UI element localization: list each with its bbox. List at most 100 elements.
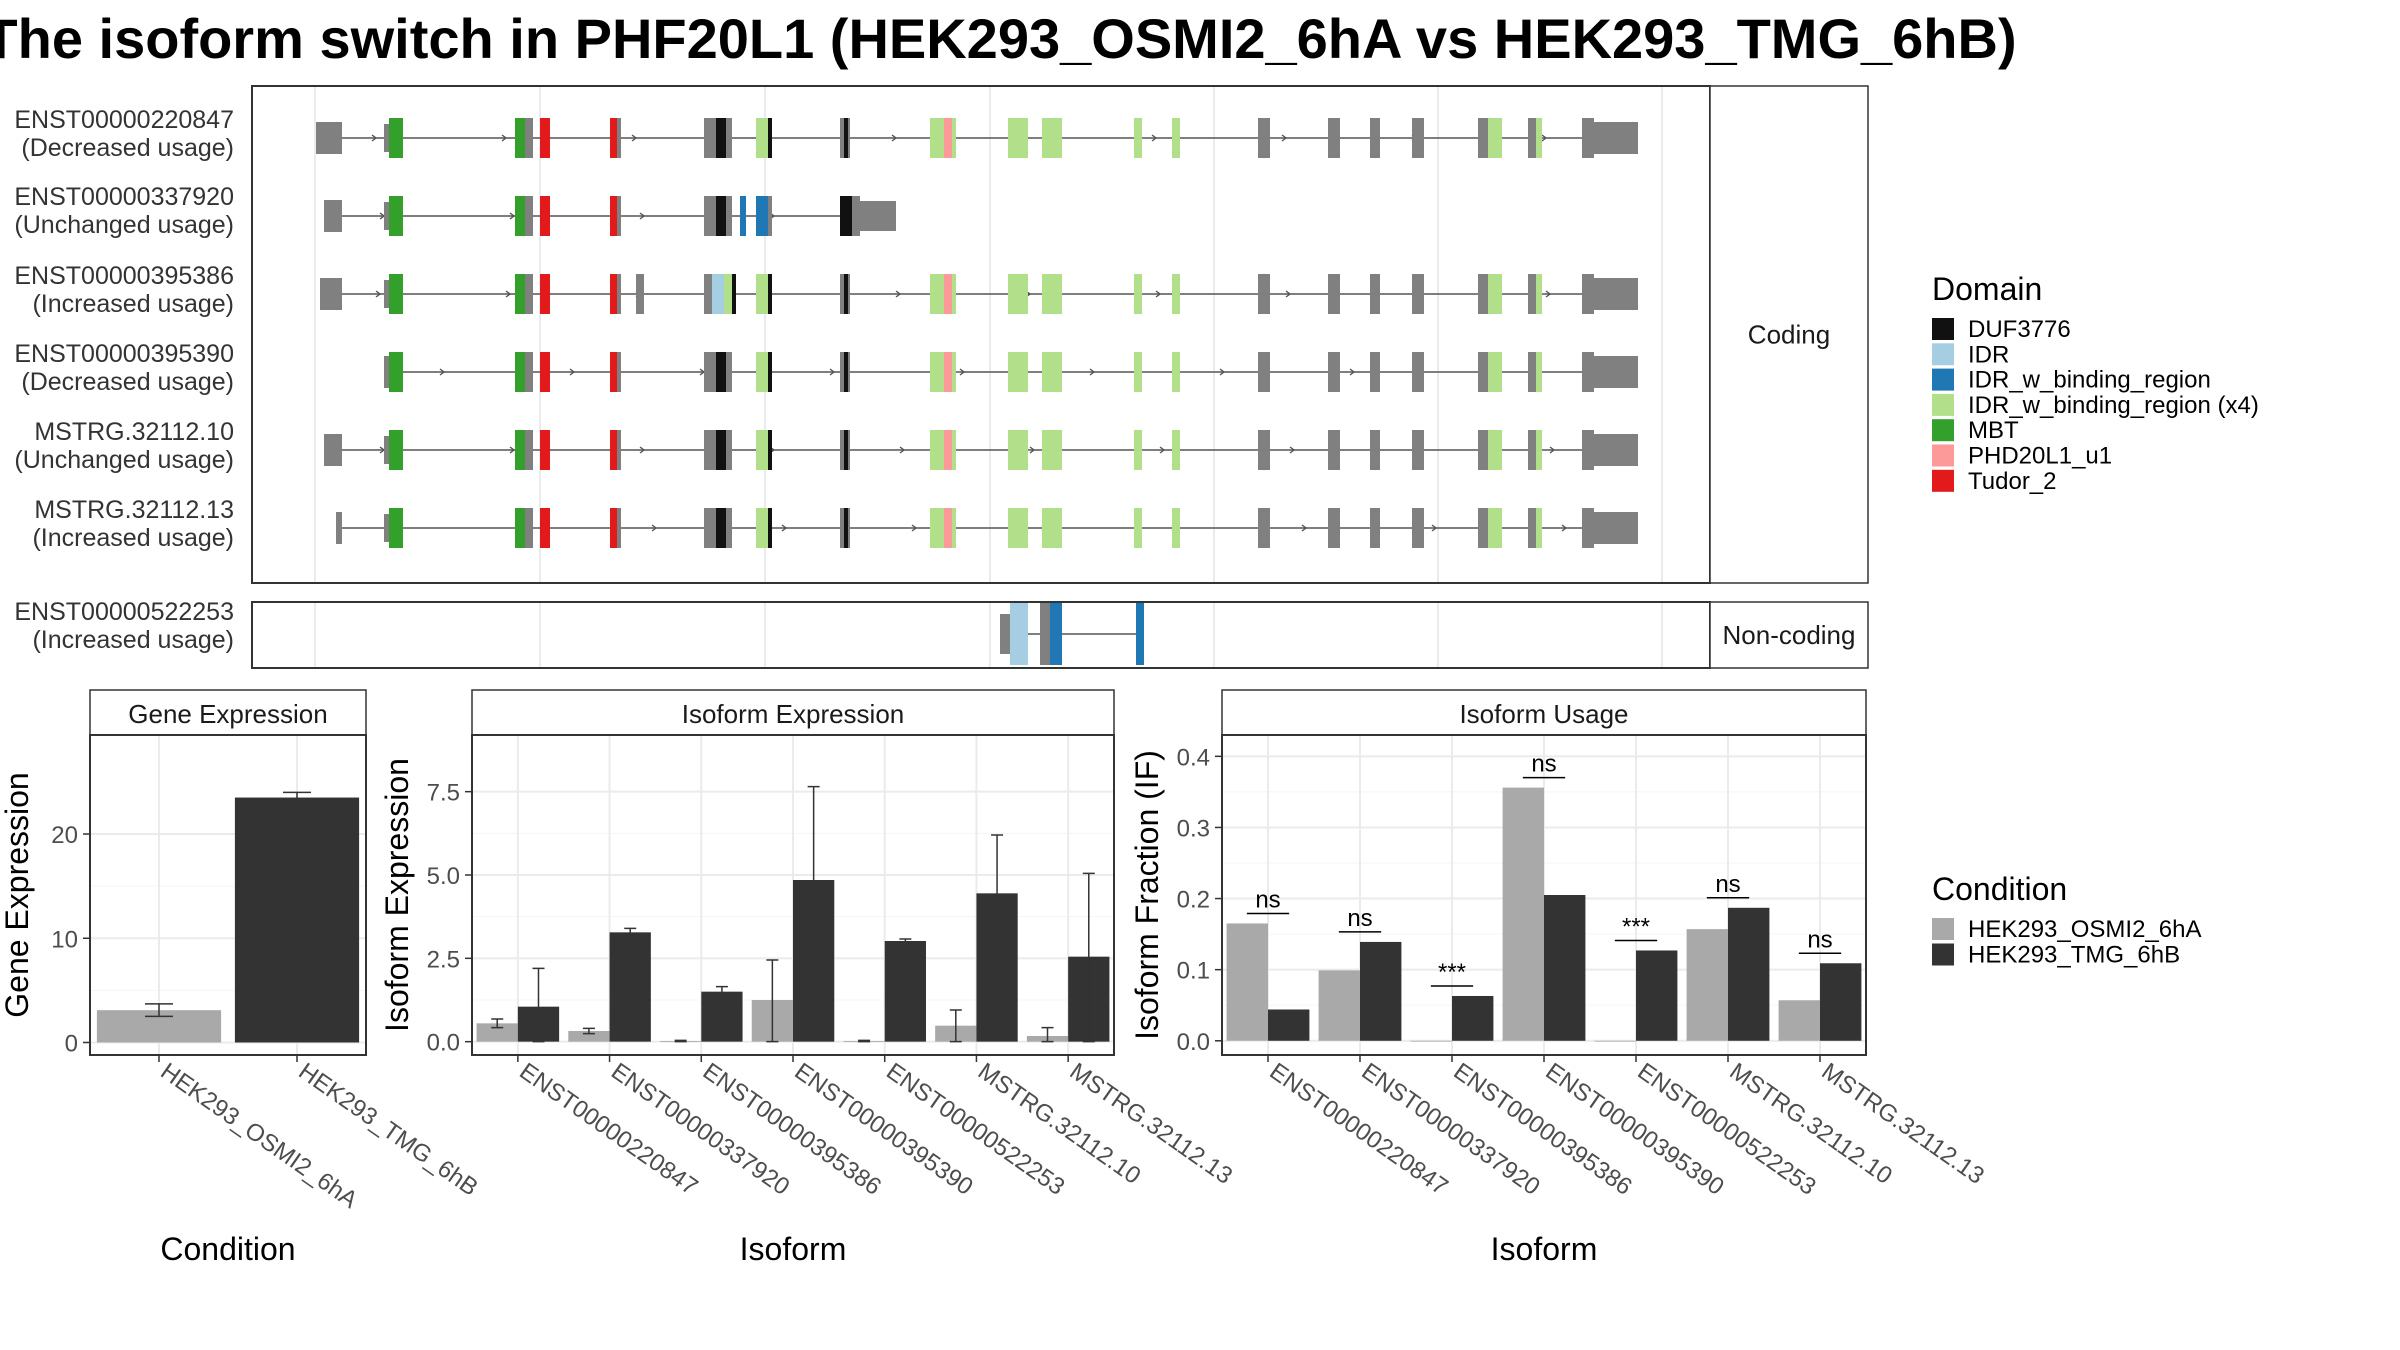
- intron-arrow: [639, 446, 646, 454]
- exon: [384, 514, 390, 542]
- exon: [768, 196, 772, 236]
- x-axis-title: Isoform: [1491, 1231, 1598, 1267]
- exon: [716, 352, 726, 392]
- error-bar: [807, 785, 820, 975]
- chart-strip-title: Isoform Usage: [1459, 699, 1628, 729]
- exon: [1172, 352, 1180, 392]
- domain-legend-swatch: [1932, 318, 1954, 340]
- exon: [1172, 508, 1180, 548]
- domain-legend-swatch: [1932, 469, 1954, 492]
- exon: [316, 122, 342, 154]
- exon: [1536, 118, 1542, 158]
- intron-arrow: [1349, 368, 1356, 376]
- exon: [610, 196, 620, 236]
- exon: [1370, 118, 1380, 158]
- exon: [515, 118, 525, 158]
- bar: [568, 1031, 610, 1042]
- exon: [1258, 118, 1270, 158]
- exon: [952, 430, 956, 470]
- exon: [704, 508, 716, 548]
- exon: [617, 118, 621, 158]
- exon: [844, 352, 848, 392]
- exon: [1536, 274, 1542, 314]
- exon: [704, 430, 716, 470]
- exon: [756, 274, 768, 314]
- transcript-row-4: [324, 430, 1638, 470]
- intron-arrow: [1545, 290, 1552, 298]
- exon: [636, 274, 644, 314]
- intron-arrow: [439, 368, 446, 376]
- exon: [944, 352, 952, 392]
- error-bar: [899, 938, 912, 945]
- chart-strip: [471, 689, 1115, 736]
- intron-arrow: [505, 290, 512, 298]
- exon: [515, 430, 525, 470]
- exon: [756, 196, 768, 236]
- intron-arrow: [509, 446, 516, 454]
- bar: [1594, 1040, 1636, 1042]
- significance-label: ns: [1347, 905, 1372, 932]
- exon: [768, 118, 772, 158]
- exon: [1594, 434, 1638, 466]
- exon: [1582, 352, 1594, 392]
- transcript-id-label: ENST00000220847: [14, 106, 234, 134]
- exon: [726, 352, 732, 392]
- error-bar: [145, 1003, 173, 1018]
- error-bar: [624, 927, 637, 938]
- significance-label: ***: [1622, 913, 1650, 940]
- chart-strip: [1221, 689, 1867, 736]
- exon: [1594, 356, 1638, 388]
- transcript-row-2: [320, 274, 1638, 314]
- exon: [1008, 118, 1028, 158]
- exon: [1042, 352, 1062, 392]
- domain-legend-label: MBT: [1968, 417, 2019, 444]
- exon: [540, 118, 550, 158]
- exon: [1528, 274, 1538, 314]
- facet-strip-label: Non-coding: [1723, 620, 1856, 650]
- bar: [1360, 941, 1402, 1041]
- intron-arrow: [895, 290, 902, 298]
- exon: [384, 280, 390, 308]
- exon: [724, 274, 732, 314]
- y-tick-label: 0.4: [1177, 744, 1210, 771]
- exon: [540, 430, 550, 470]
- exon: [1042, 508, 1062, 548]
- error-bar: [715, 985, 728, 998]
- intron-arrow: [1281, 134, 1288, 142]
- intron-arrow: [509, 212, 516, 220]
- transcript-id-label: ENST00000395390: [14, 340, 234, 368]
- exon: [1050, 603, 1062, 665]
- transcript-row-noncoding: [1000, 603, 1144, 665]
- intron-arrow: [371, 134, 378, 142]
- exon: [610, 352, 620, 392]
- significance-label: ***: [1438, 959, 1466, 986]
- significance-label: ns: [1255, 886, 1280, 913]
- exon: [525, 352, 533, 392]
- intron-arrow: [1219, 368, 1226, 376]
- y-tick-label: 0.3: [1177, 815, 1210, 842]
- exon: [1412, 508, 1424, 548]
- exon: [525, 274, 533, 314]
- condition-legend-swatch: [1932, 943, 1954, 966]
- exon: [617, 508, 621, 548]
- bar: [476, 1023, 518, 1042]
- significance-label: ns: [1807, 926, 1832, 953]
- exon: [1370, 352, 1380, 392]
- error-bar: [1082, 872, 1095, 1043]
- exon: [610, 508, 620, 548]
- exon: [740, 196, 746, 236]
- x-tick-label: MSTRG.32112.10: [973, 1058, 1145, 1190]
- exon: [1582, 430, 1594, 470]
- exon: [952, 508, 956, 548]
- y-tick-label: 20: [51, 822, 78, 849]
- intron-arrow: [1029, 446, 1036, 454]
- intron-arrow: [1541, 134, 1548, 142]
- domain-legend-label: PHD20L1_u1: [1968, 443, 2112, 470]
- error-bar: [491, 1018, 504, 1029]
- exon: [732, 274, 736, 314]
- intron-arrow: [1561, 524, 1568, 532]
- exon: [756, 508, 768, 548]
- exon: [1136, 603, 1144, 665]
- y-tick-label: 0.0: [427, 1030, 460, 1057]
